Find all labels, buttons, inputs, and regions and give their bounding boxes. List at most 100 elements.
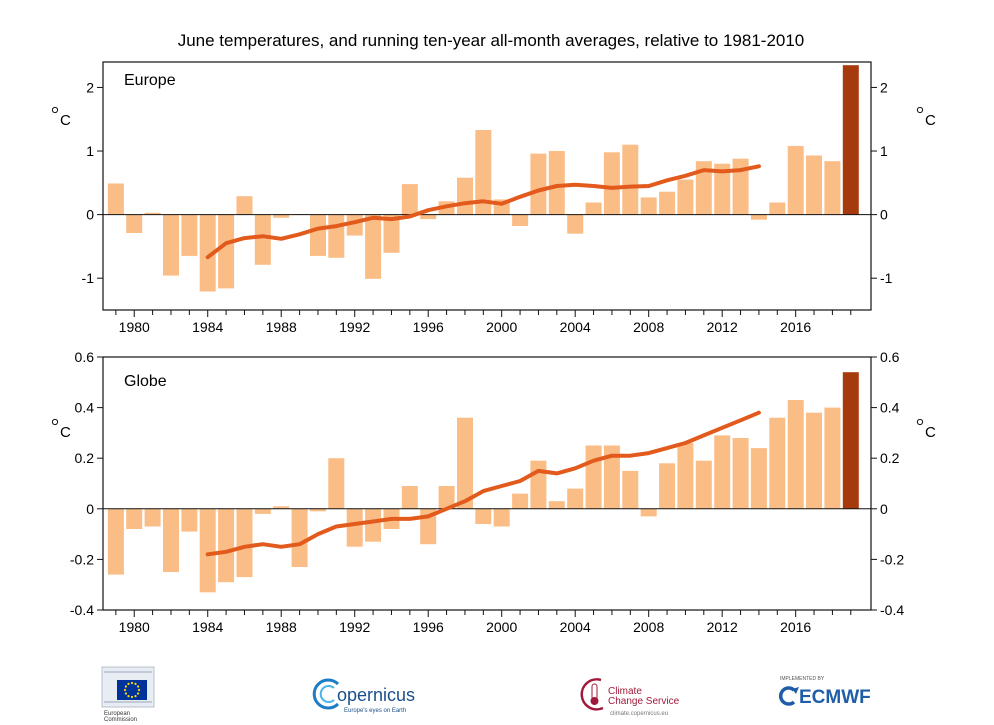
globe-bar-2007 [622, 470, 639, 509]
eu-star [130, 681, 134, 685]
globe-bar-2011 [695, 460, 712, 509]
eu-star [127, 682, 130, 686]
europe-bar-2006 [603, 152, 620, 215]
globe-xtick-label-1988: 1988 [266, 619, 297, 635]
europe-bar-2001 [512, 214, 529, 226]
globe-bar-2013 [732, 438, 749, 509]
globe-degree-mark-left [51, 418, 59, 426]
europe-bar-2011 [695, 161, 712, 215]
europe-ytick-label-right: -1 [880, 270, 893, 286]
europe-plot-frame [102, 61, 872, 311]
ecmwf-arrows-icon [778, 686, 799, 706]
europe-xtick-label-1980: 1980 [119, 319, 150, 335]
europe-bar-1993 [365, 214, 382, 279]
globe-bar-1979 [107, 508, 124, 575]
europe-bar-1979 [107, 183, 124, 215]
europe-xtick-label-1992: 1992 [339, 319, 370, 335]
c3s-thermometer-icon [580, 678, 604, 711]
chart-title: June temperatures, and running ten-year … [178, 31, 805, 50]
europe-xtick-label-1996: 1996 [413, 319, 444, 335]
europe-bar-2012 [714, 163, 731, 215]
europe-bar-1987 [254, 214, 271, 265]
europe-ytick-label-right: 1 [880, 143, 888, 159]
europe-bar-1981 [144, 212, 161, 215]
globe-ytick-label-right: 0.2 [880, 450, 900, 466]
globe-bar-1991 [328, 458, 345, 509]
globe-ytick-label-left: 0.2 [75, 450, 95, 466]
europe-xtick-label-2012: 2012 [707, 319, 738, 335]
globe-ytick-label-right: -0.4 [880, 602, 904, 618]
globe-right-unit-label: C [925, 424, 936, 441]
globe-bar-1990 [310, 508, 326, 512]
globe-bar-1995 [401, 486, 418, 509]
globe-ytick-label-right: -0.2 [880, 551, 904, 567]
globe-running-average-line [205, 410, 761, 557]
globe-xtick-label-2008: 2008 [633, 619, 664, 635]
europe-xtick-label-2008: 2008 [633, 319, 664, 335]
europe-bar-1980 [126, 214, 143, 233]
globe-bar-2003 [548, 501, 565, 509]
europe-right-unit-label: C [925, 112, 936, 129]
europe-bar-2004 [567, 214, 584, 234]
globe-bar-1983 [181, 508, 198, 532]
logo-copernicus: opernicus Europe's eyes on Earth [312, 678, 415, 714]
europe-ytick-label-left: 0 [86, 207, 94, 223]
eu-star [137, 688, 141, 692]
globe-bar-2018 [824, 407, 841, 509]
eu-star [127, 695, 130, 698]
europe-bar-2014 [750, 214, 767, 220]
europe-bar-2013 [732, 158, 749, 215]
globe-bar-1982 [163, 508, 179, 572]
globe-ytick-label-left: 0 [86, 501, 94, 517]
europe-bar-1988 [273, 214, 290, 218]
europe-ytick-label-right: 0 [880, 207, 888, 223]
europe-degree-mark-right [916, 106, 924, 114]
globe-ytick-label-left: -0.4 [70, 602, 94, 618]
europe-ytick-label-left: 2 [86, 79, 94, 95]
europe-bar-2007 [622, 144, 639, 215]
europe-bar-2017 [806, 155, 822, 215]
eu-flag-icon [101, 666, 155, 708]
globe-bar-2010 [677, 443, 694, 509]
globe-bar-2009 [659, 463, 676, 509]
europe-bar-1982 [163, 214, 179, 276]
globe-bar-1989 [291, 508, 308, 567]
europe-ytick-label-right: 2 [880, 79, 888, 95]
europe-running-average-line [205, 164, 761, 260]
globe-ytick-label-right: 0.4 [880, 400, 900, 416]
c3s-name-line2: Change Service [608, 696, 680, 707]
europe-xtick-label-1988: 1988 [266, 319, 297, 335]
globe-bar-1999 [475, 508, 492, 524]
globe-bar-2006 [603, 445, 620, 509]
globe-ytick-label-right: 0.6 [880, 349, 900, 365]
europe-ytick-label-left: -1 [82, 270, 95, 286]
europe-ytick-label-left: 1 [86, 143, 94, 159]
europe-bar-1990 [310, 214, 326, 256]
globe-bar-1981 [144, 508, 161, 527]
europe-xtick-label-2000: 2000 [486, 319, 517, 335]
globe-panel-label: Globe [124, 373, 167, 390]
europe-bar-2015 [769, 202, 786, 215]
globe-bar-1997 [438, 486, 455, 509]
eu-star [134, 682, 137, 686]
europe-xtick-label-1984: 1984 [192, 319, 223, 335]
europe-bar-1995 [401, 184, 418, 215]
globe-panel: Globe C C -0.4 -0.4 -0.2 -0.2 0 0 0.2 0.2 0.4 0.4… [51, 349, 936, 635]
logo-c3s: Climate Change Service climate.copernicu… [580, 678, 680, 717]
europe-bar-2003 [548, 151, 565, 215]
globe-left-unit-label: C [60, 424, 71, 441]
copernicus-tagline: Europe's eyes on Earth [344, 708, 406, 714]
europe-panel-label: Europe [124, 72, 176, 89]
europe-bar-2009 [659, 191, 676, 215]
globe-bar-2019 [842, 372, 859, 509]
ec-name-line2: Commission [104, 717, 137, 723]
europe-bar-1998 [457, 177, 473, 215]
eu-star [124, 692, 127, 695]
globe-xtick-label-2000: 2000 [486, 619, 517, 635]
eu-star [134, 695, 137, 698]
globe-ytick-label-left: -0.2 [70, 551, 94, 567]
globe-bar-2004 [567, 488, 584, 509]
europe-bar-1996 [420, 214, 437, 220]
europe-bar-1994 [383, 214, 400, 253]
